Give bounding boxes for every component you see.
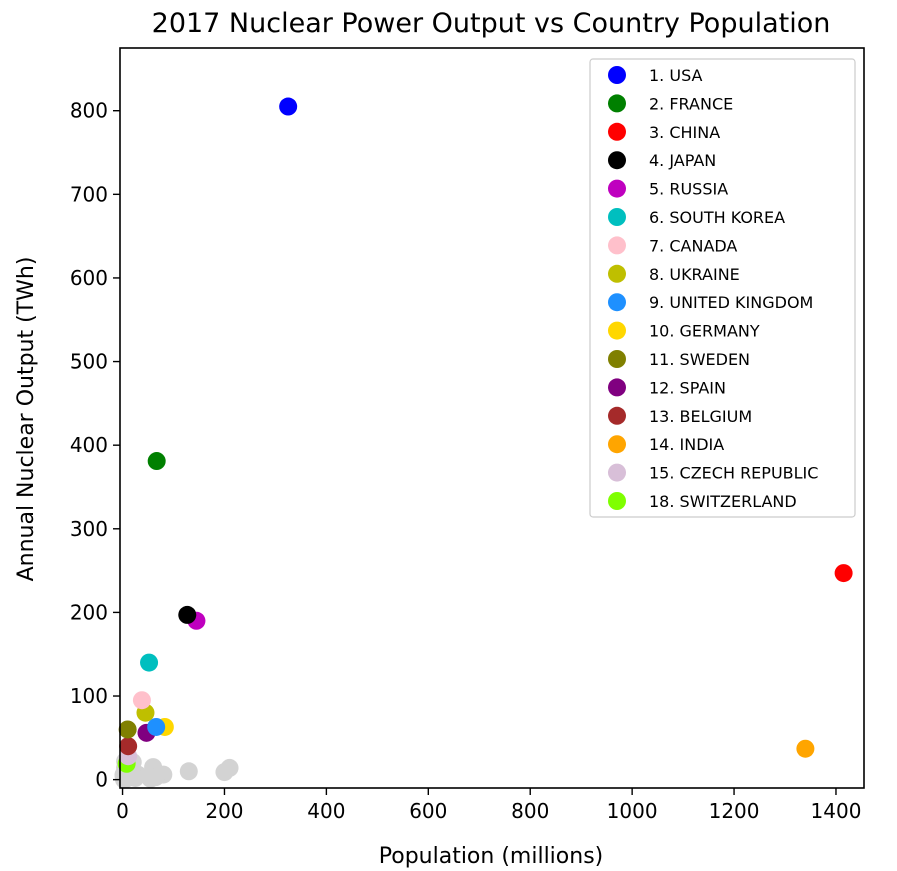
legend-label: 8. UKRAINE <box>649 265 740 284</box>
legend-label: 15. CZECH REPUBLIC <box>649 464 818 483</box>
country-point <box>140 653 159 672</box>
y-tick-label: 500 <box>70 350 108 374</box>
legend-label: 6. SOUTH KOREA <box>649 208 785 227</box>
legend-marker <box>608 492 626 510</box>
country-point <box>147 717 166 736</box>
y-tick-label: 700 <box>70 182 108 206</box>
y-tick-label: 200 <box>70 600 108 624</box>
country-point <box>147 452 166 471</box>
country-point <box>279 97 298 116</box>
y-tick-label: 100 <box>70 684 108 708</box>
y-tick-label: 0 <box>95 768 108 792</box>
other-country-point <box>220 758 239 777</box>
legend-marker <box>608 151 626 170</box>
legend-label: 3. CHINA <box>649 123 720 142</box>
plot-frame <box>119 47 865 789</box>
legend-marker <box>608 208 626 226</box>
legend-label: 1. USA <box>649 66 703 85</box>
legend-label: 14. INDIA <box>649 435 724 454</box>
legend-label: 18. SWITZERLAND <box>649 492 797 511</box>
y-tick-label: 300 <box>70 517 108 541</box>
legend-label: 9. UNITED KINGDOM <box>649 293 813 312</box>
legend-marker <box>608 463 626 482</box>
legend-label: 12. SPAIN <box>649 378 726 397</box>
legend-marker <box>608 94 626 113</box>
legend-marker <box>608 321 626 340</box>
legend-box <box>589 58 856 518</box>
legend-label: 2. FRANCE <box>649 94 733 113</box>
legend-marker <box>608 122 626 141</box>
legend-label: 7. CANADA <box>649 236 737 255</box>
legend-marker <box>608 236 626 255</box>
legend-marker <box>608 179 626 198</box>
x-tick-label: 0 <box>116 799 129 823</box>
country-point <box>132 691 151 710</box>
legend: 1. USA 2. FRANCE 3. CHINA 4. JAPAN 5. RUSSIA… <box>589 58 856 518</box>
country-point <box>178 605 197 624</box>
x-tick-label: 1400 <box>811 799 862 823</box>
other-country-point <box>179 762 198 781</box>
y-axis: 0 100 200 300 400 500 600 700 800 <box>70 99 120 792</box>
other-country-point <box>141 769 160 788</box>
country-point <box>118 720 137 739</box>
y-tick-label: 400 <box>70 433 108 457</box>
legend-label: 10. GERMANY <box>649 322 760 341</box>
country-point <box>796 739 815 758</box>
chart-title: 2017 Nuclear Power Output vs Country Pop… <box>152 8 831 39</box>
legend-marker <box>608 406 626 425</box>
legend-label: 11. SWEDEN <box>649 350 750 369</box>
legend-label: 5. RUSSIA <box>649 180 728 199</box>
country-point <box>834 564 853 583</box>
country-point <box>119 737 138 756</box>
legend-marker <box>608 66 626 84</box>
x-tick-label: 800 <box>511 799 549 823</box>
x-tick-label: 1000 <box>607 799 658 823</box>
y-tick-label: 800 <box>70 99 108 123</box>
legend-marker <box>608 264 626 283</box>
x-axis-title: Population (millions) <box>379 844 604 869</box>
x-tick-label: 600 <box>409 799 447 823</box>
legend-marker <box>608 350 626 368</box>
legend-marker <box>608 293 626 312</box>
legend-marker <box>608 435 626 454</box>
country-points-layer <box>117 97 853 773</box>
legend-marker <box>608 378 626 397</box>
y-tick-label: 600 <box>70 266 108 290</box>
x-tick-label: 1200 <box>709 799 760 823</box>
x-tick-label: 200 <box>205 799 243 823</box>
x-axis: 0 200 400 600 800 1000 1200 1400 <box>116 788 861 823</box>
legend-label: 4. JAPAN <box>649 151 716 170</box>
x-tick-label: 400 <box>307 799 345 823</box>
y-axis-title: Annual Nuclear Output (TWh) <box>14 257 39 582</box>
legend-label: 13. BELGIUM <box>649 407 752 426</box>
